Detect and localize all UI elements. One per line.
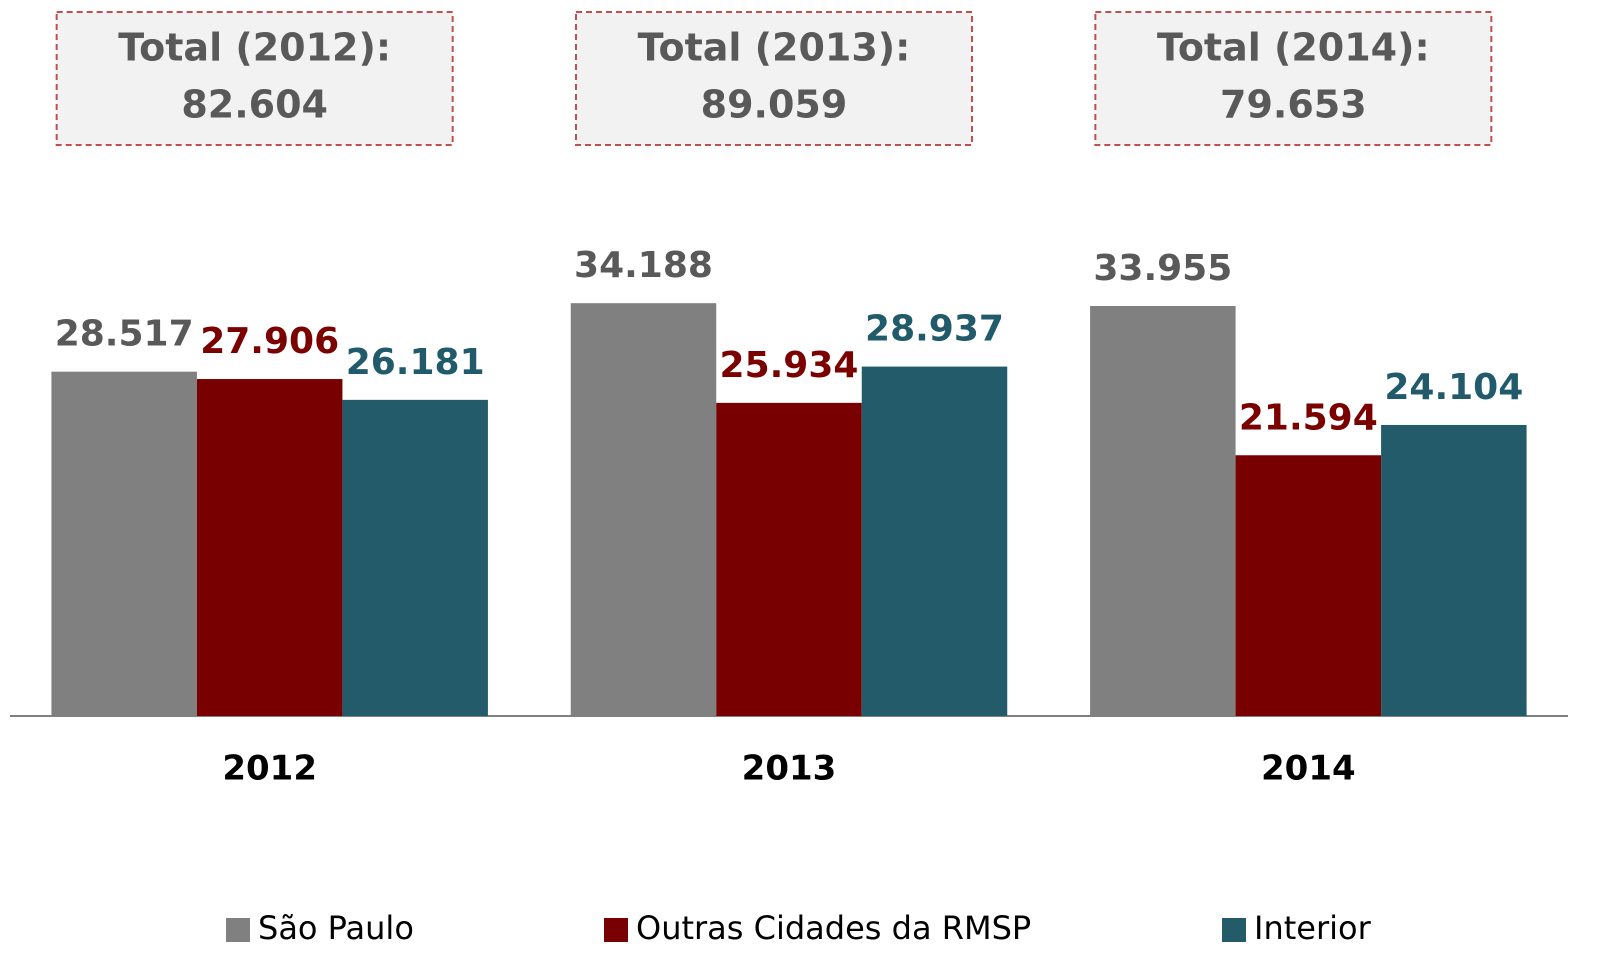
bar xyxy=(861,366,1008,716)
legend-label: São Paulo xyxy=(258,909,414,947)
annotation-box xyxy=(55,11,454,146)
bar xyxy=(196,379,343,716)
bar xyxy=(570,303,717,716)
data-label: 21.594 xyxy=(1239,397,1378,438)
data-label: 34.188 xyxy=(574,245,713,286)
bar xyxy=(1235,455,1382,716)
legend-label: Outras Cidades da RMSP xyxy=(636,909,1031,947)
annotation-title: Total (2013): xyxy=(638,26,911,70)
x-tick-label: 2014 xyxy=(1261,749,1356,789)
annotation-title: Total (2014): xyxy=(1157,26,1430,70)
bar xyxy=(1381,424,1527,716)
x-tick-label: 2013 xyxy=(742,749,837,789)
legend-swatch xyxy=(1222,918,1246,942)
data-label: 33.955 xyxy=(1093,248,1232,289)
annotation-title: Total (2012): xyxy=(118,26,391,70)
annotation-box xyxy=(1094,11,1493,146)
data-label: 27.906 xyxy=(200,321,339,362)
bar xyxy=(342,399,488,716)
data-label: 25.934 xyxy=(720,345,859,386)
legend-swatch xyxy=(226,918,250,942)
data-label: 28.937 xyxy=(865,309,1004,350)
bar xyxy=(716,402,862,716)
x-tick-label: 2012 xyxy=(222,749,317,789)
data-label: 24.104 xyxy=(1384,367,1523,408)
data-label: 28.517 xyxy=(55,314,194,355)
data-label: 26.181 xyxy=(346,342,485,383)
annotation-box xyxy=(575,11,973,146)
bar xyxy=(51,371,197,716)
legend-label: Interior xyxy=(1254,909,1372,947)
bar xyxy=(1090,305,1236,716)
legend-swatch xyxy=(604,918,628,942)
annotation-value: 89.059 xyxy=(701,83,848,127)
annotation-value: 79.653 xyxy=(1220,83,1367,127)
annotation-value: 82.604 xyxy=(181,83,328,127)
